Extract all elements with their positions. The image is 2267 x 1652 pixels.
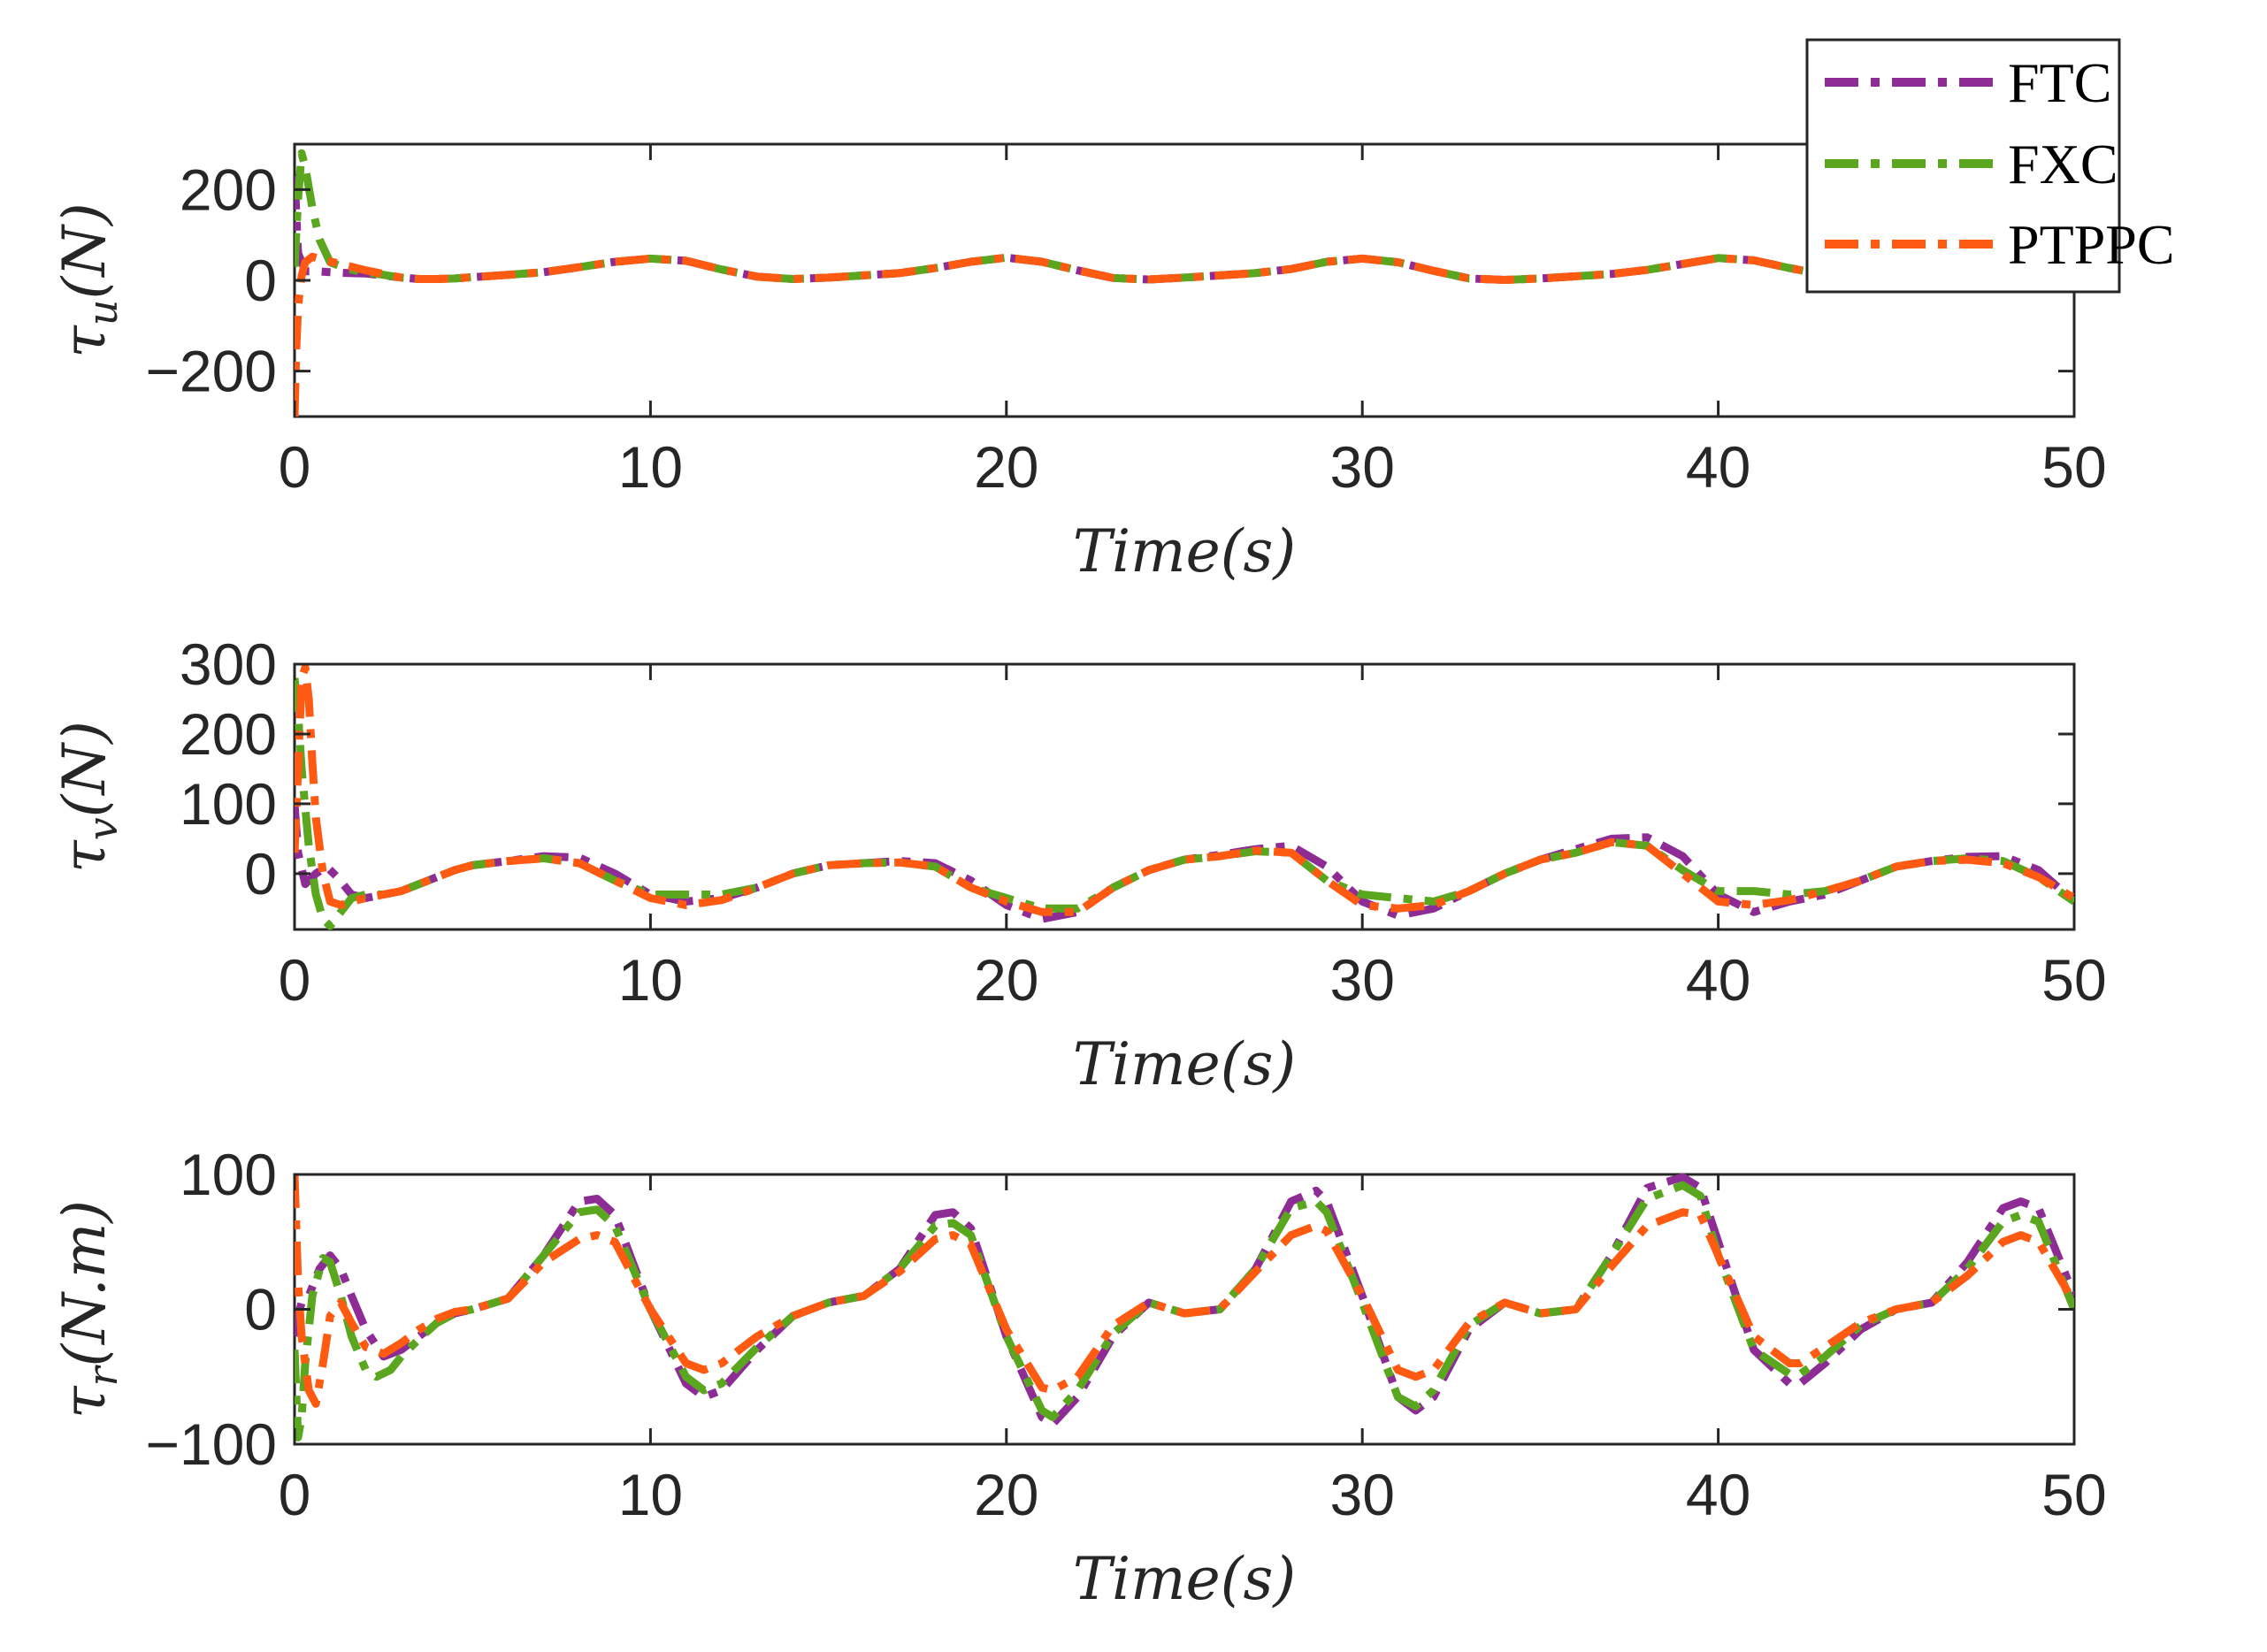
x-tick-label: 40 [1686, 947, 1750, 1013]
series-line-ptppc [295, 252, 2074, 417]
y-axis-label-symbol: τ [50, 1385, 119, 1419]
y-axis-label-symbol: τ [50, 325, 119, 358]
series-line-ptppc [295, 663, 2074, 916]
y-axis-label: τr(N.m) [50, 1200, 126, 1419]
x-tick-label: 10 [618, 434, 683, 500]
y-axis-label-subscript: u [79, 300, 126, 326]
x-tick-label: 10 [618, 1462, 683, 1527]
y-axis-label-unit: (N) [50, 203, 119, 299]
y-axis-label-unit: (N) [50, 721, 119, 817]
legend-entry-fxc: FXC [1825, 133, 2118, 195]
x-tick-label: 0 [279, 1462, 311, 1527]
y-tick-label: −100 [145, 1411, 277, 1477]
y-axis-label: τu(N) [50, 203, 126, 357]
x-tick-label: 30 [1329, 1462, 1394, 1527]
x-tick-label: 20 [974, 1462, 1038, 1527]
series-layer [295, 1173, 2074, 1442]
x-tick-label: 50 [2041, 1462, 2106, 1527]
x-tick-label: 20 [974, 947, 1038, 1013]
subplot-tau-u: 0 10 20 30 40 50 200 0 −200 Time(s) τu(N… [50, 142, 2107, 585]
y-tick-layer: 100 0 −100 [145, 1142, 2074, 1477]
y-axis-label-subscript: v [79, 817, 126, 840]
legend: FTC FXC PTPPC [1805, 38, 2175, 294]
x-tick-layer: 0 10 20 30 40 50 [279, 144, 2107, 500]
x-tick-label: 50 [2041, 434, 2106, 500]
x-axis-label: Time(s) [1073, 517, 1296, 585]
y-tick-label: 0 [244, 1277, 277, 1342]
y-tick-label: 200 [180, 157, 277, 222]
x-tick-label: 10 [618, 947, 683, 1013]
x-tick-label: 0 [279, 434, 311, 500]
x-axis-label: Time(s) [1073, 1030, 1296, 1098]
legend-entry-ftc: FTC [1825, 51, 2111, 114]
y-axis-label-subscript: r [79, 1365, 126, 1387]
y-axis-label-symbol: τ [50, 839, 119, 873]
legend-label: FXC [2008, 133, 2118, 195]
subplot-tau-v: 0 10 20 30 40 50 300 200 100 0 Time(s) τ… [50, 631, 2107, 1098]
x-tick-label: 50 [2041, 947, 2106, 1013]
series-line-fxc [295, 1181, 2074, 1442]
y-tick-label: 100 [180, 771, 277, 837]
subplot-tau-r: 0 10 20 30 40 50 100 0 −100 Time(s) τr(N… [50, 1142, 2107, 1613]
x-axis-label: Time(s) [1073, 1545, 1296, 1613]
y-tick-label: 200 [180, 701, 277, 767]
series-layer [295, 149, 2074, 417]
y-axis-label-unit: (N.m) [50, 1200, 119, 1367]
axes-frame [293, 662, 2076, 931]
x-tick-label: 20 [974, 434, 1038, 500]
legend-label: PTPPC [2008, 213, 2175, 276]
legend-label: FTC [2008, 51, 2111, 114]
x-tick-label: 40 [1686, 434, 1750, 500]
x-tick-label: 0 [279, 947, 311, 1013]
series-line-ptppc [295, 1174, 2074, 1408]
x-tick-layer: 0 10 20 30 40 50 [279, 664, 2107, 1013]
x-tick-label: 30 [1329, 434, 1394, 500]
y-tick-layer: 200 0 −200 [145, 157, 2074, 404]
y-tick-label: −200 [145, 339, 277, 404]
y-tick-label: 100 [180, 1142, 277, 1207]
x-tick-label: 40 [1686, 1462, 1750, 1527]
x-tick-label: 30 [1329, 947, 1394, 1013]
y-tick-label: 0 [244, 248, 277, 313]
y-tick-label: 0 [244, 841, 277, 906]
y-tick-label: 300 [180, 631, 277, 697]
legend-entry-ptppc: PTPPC [1825, 213, 2175, 276]
y-axis-label: τv(N) [50, 721, 126, 873]
y-tick-layer: 300 200 100 0 [180, 631, 2074, 906]
series-layer [295, 663, 2074, 930]
x-tick-layer: 0 10 20 30 40 50 [279, 1174, 2107, 1527]
